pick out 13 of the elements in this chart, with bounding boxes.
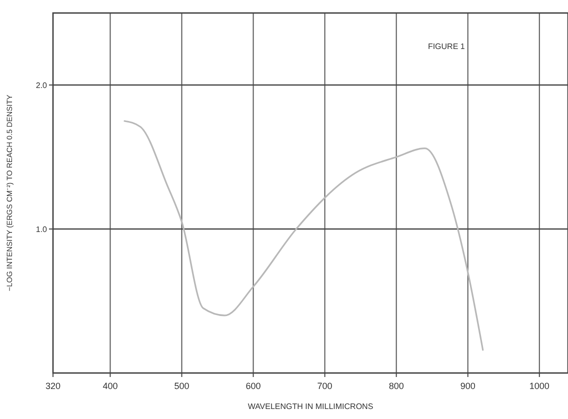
x-tick-label: 500: [174, 381, 190, 391]
x-tick-label: 320: [45, 381, 61, 391]
x-tick-label: 400: [102, 381, 118, 391]
x-tick-label: 800: [388, 381, 404, 391]
x-tick-label: 1000: [529, 381, 550, 391]
x-axis-title: WAVELENGTH IN MILLIMICRONS: [248, 402, 374, 411]
x-tick-label: 700: [317, 381, 332, 391]
x-tick-label: 600: [246, 381, 261, 391]
y-tick-label: 2.0: [36, 81, 48, 90]
line-series: [124, 120, 484, 351]
x-tick-label: 900: [460, 381, 476, 391]
y-tick-label: 1.0: [36, 225, 48, 234]
text: FIGURE 1: [428, 42, 466, 51]
